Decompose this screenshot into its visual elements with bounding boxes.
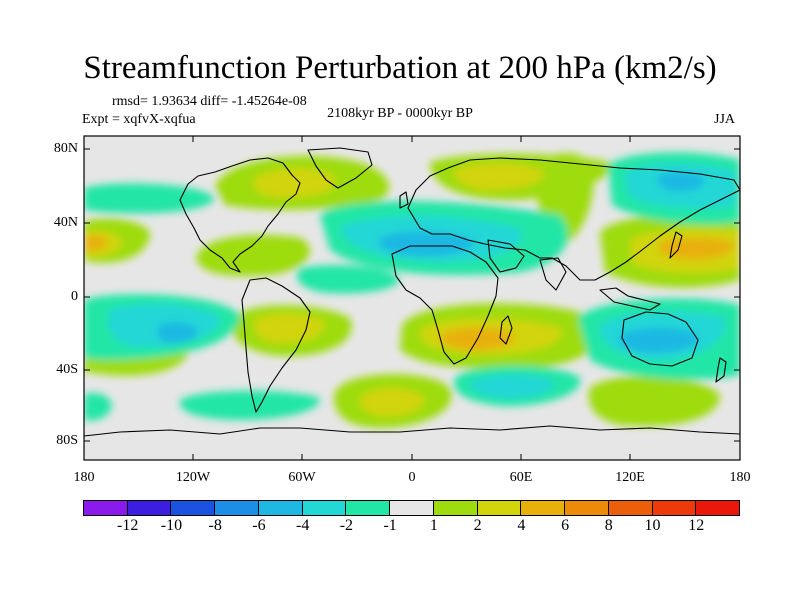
lon-label-180e: 180 xyxy=(729,470,751,485)
coastline-new-zealand xyxy=(715,357,727,383)
contour-fields xyxy=(84,152,740,428)
colorbar-swatch xyxy=(389,500,434,516)
colorbar-swatch xyxy=(432,500,478,516)
colorbar-label: 1 xyxy=(429,517,438,534)
colorbar-swatch xyxy=(520,500,566,516)
field-indian-min xyxy=(619,327,700,353)
lon-label-60w: 60W xyxy=(288,470,316,485)
lon-label-180w: 180 xyxy=(73,470,95,485)
colorbar-label: -10 xyxy=(160,517,183,534)
colorbar-label: 4 xyxy=(517,517,526,534)
coastline-greenland xyxy=(307,147,373,189)
period-label: 2108kyr BP - 0000kyr BP xyxy=(327,106,473,121)
colorbar-swatch xyxy=(564,500,609,516)
experiment-label: Expt = xqfvX-xqfua xyxy=(82,112,196,127)
coastline-indonesia xyxy=(599,287,661,311)
lat-label-40s: 40S xyxy=(56,362,78,377)
lon-label-60e: 60E xyxy=(509,470,533,485)
colorbar-label: -6 xyxy=(252,517,266,534)
colorbar-swatch xyxy=(301,500,347,516)
field-siberia-min xyxy=(657,172,705,192)
colorbar-label: -1 xyxy=(383,517,397,534)
field-s-ocean-deep-negative xyxy=(469,374,555,399)
rmsd-stats: rmsd= 1.93634 diff= -1.45264e-08 xyxy=(112,94,307,109)
lat-label-40n: 40N xyxy=(53,215,78,230)
colorbar-label: 6 xyxy=(561,517,570,534)
coastline-australia xyxy=(621,311,699,367)
lat-label-80s: 80S xyxy=(56,433,78,448)
lon-ticks xyxy=(192,136,631,460)
lon-label-120w: 120W xyxy=(175,470,211,485)
lat-label-equator: 0 xyxy=(71,289,78,304)
colorbar-label: 10 xyxy=(644,517,661,534)
colorbar-swatch xyxy=(476,500,522,516)
lat-ticks xyxy=(84,148,740,442)
lat-label-80n: 80N xyxy=(53,141,78,156)
field-s-america-core xyxy=(254,313,325,344)
chart-title: Streamfunction Perturbation at 200 hPa (… xyxy=(83,50,717,86)
field-atlantic-positive xyxy=(196,234,310,277)
lon-label-0: 0 xyxy=(408,470,416,485)
field-dateline-max xyxy=(84,235,108,251)
field-far-sw-negative xyxy=(84,393,112,421)
coastline-india xyxy=(539,257,567,291)
colorbar-label: -4 xyxy=(295,517,310,534)
coastline-eurasia xyxy=(407,157,740,281)
colorbar-swatch xyxy=(345,500,391,516)
colorbar-swatch xyxy=(170,500,216,516)
colorbar-swatch xyxy=(214,500,259,516)
coastlines xyxy=(84,147,740,437)
colorbar xyxy=(83,500,741,516)
coastline-antarctica xyxy=(84,425,740,437)
coastline-madagascar xyxy=(499,315,513,345)
coastline-africa xyxy=(391,245,499,365)
season-label: JJA xyxy=(714,112,736,127)
colorbar-swatch xyxy=(695,500,741,516)
colorbar-label: 12 xyxy=(688,517,705,534)
field-s-indian-core xyxy=(359,388,425,417)
field-n-america-core xyxy=(253,168,336,198)
colorbar-label: -8 xyxy=(208,517,222,534)
lon-label-120e: 120E xyxy=(615,470,645,485)
field-pacific-max xyxy=(658,237,735,260)
colorbar-swatch xyxy=(257,500,303,516)
colorbar-label: 8 xyxy=(604,517,613,534)
colorbar-swatch xyxy=(83,500,128,516)
field-e-pacific-min xyxy=(157,322,198,344)
coastline-british-isles xyxy=(399,191,409,209)
colorbar-label: -12 xyxy=(117,517,139,534)
field-eurasia-core xyxy=(454,162,545,191)
field-antarctic-negative xyxy=(179,390,321,420)
field-equatorial-negative xyxy=(296,265,400,294)
colorbar-swatch xyxy=(651,500,697,516)
colorbar-label: -2 xyxy=(339,517,354,534)
field-atlantic-min xyxy=(378,231,475,256)
coastline-arabia xyxy=(487,239,525,273)
colorbar-swatch xyxy=(607,500,653,516)
coastline-japan xyxy=(669,231,683,259)
coastline-south-america xyxy=(241,277,311,413)
colorbar-label: 2 xyxy=(473,517,482,534)
colorbar-swatch xyxy=(126,500,172,516)
field-australia-south-positive xyxy=(588,375,720,427)
coastline-north-america xyxy=(179,157,301,273)
